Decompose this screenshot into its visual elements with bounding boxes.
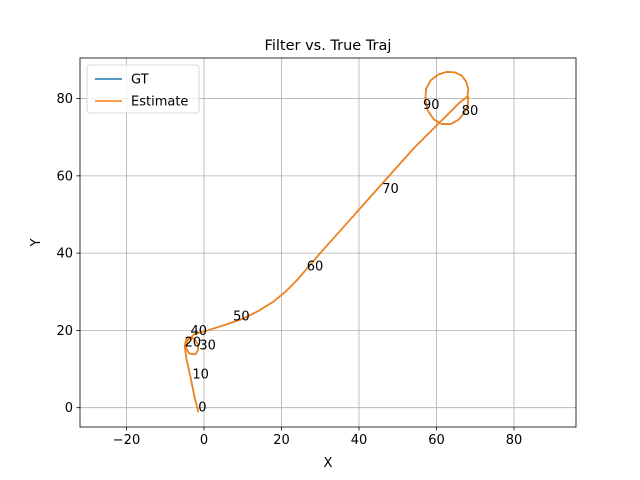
grid <box>80 58 576 427</box>
legend-label-gt: GT <box>131 73 149 88</box>
series-line-estimate <box>183 71 470 413</box>
time-annotation: 20 <box>185 336 202 351</box>
x-tick-label: 0 <box>200 433 208 448</box>
time-annotation: 70 <box>382 182 399 197</box>
y-tick-label: 40 <box>56 247 73 262</box>
time-annotation: 90 <box>423 98 440 113</box>
time-annotation: 50 <box>233 310 250 325</box>
y-tick-label: 0 <box>65 401 73 416</box>
legend: GT Estimate <box>86 64 200 114</box>
x-tick-label: 80 <box>506 433 523 448</box>
y-tick-label: 60 <box>56 169 73 184</box>
x-tick-label: −20 <box>113 433 140 448</box>
y-tick-label: 80 <box>56 92 73 107</box>
time-annotation: 0 <box>198 401 206 416</box>
chart-title: Filter vs. True Traj <box>265 38 392 54</box>
x-axis-label: X <box>324 456 333 471</box>
plot-lines <box>183 71 470 413</box>
y-axis-label: Y <box>29 238 44 247</box>
x-tick-label: 60 <box>428 433 445 448</box>
time-annotation: 80 <box>462 104 479 119</box>
legend-label-estimate: Estimate <box>131 95 188 110</box>
time-annotation: 10 <box>192 368 209 383</box>
y-tick-label: 20 <box>56 324 73 339</box>
axes-frame <box>79 57 577 428</box>
time-annotation: 40 <box>190 324 207 339</box>
time-annotation: 60 <box>307 260 324 275</box>
x-tick-label: 40 <box>351 433 368 448</box>
time-annotation: 30 <box>199 339 216 354</box>
x-tick-label: 20 <box>273 433 290 448</box>
